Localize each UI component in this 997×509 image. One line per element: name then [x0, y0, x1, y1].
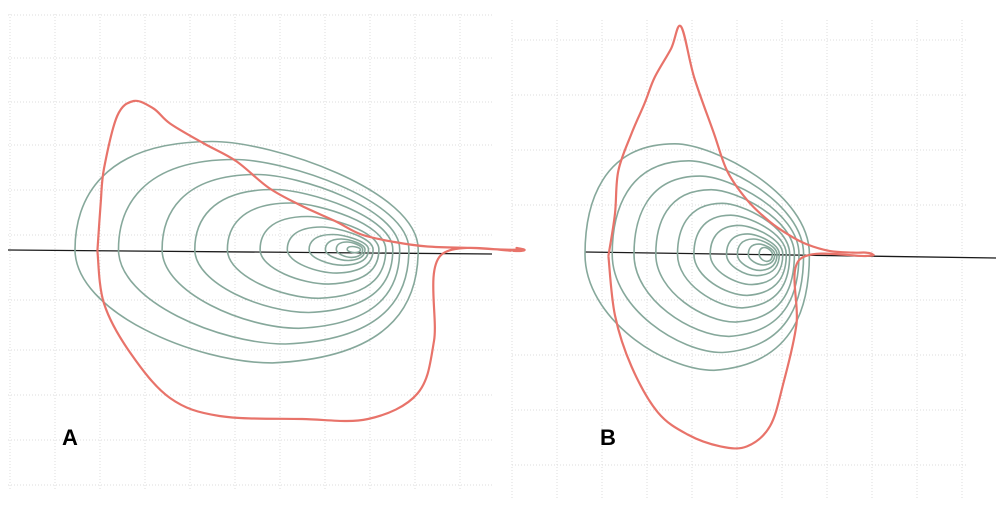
panel-b-loop: [725, 233, 781, 277]
panel-b-loop: [676, 202, 791, 309]
panel-b-loop: [747, 243, 776, 266]
panel-a-loop: [194, 188, 394, 314]
panel-a-loop: [308, 233, 370, 267]
panel-a-loop: [335, 241, 364, 259]
panel-a-loop: [286, 226, 374, 274]
panel-a-loop: [117, 158, 410, 345]
panel-b-loop: [611, 160, 805, 354]
panel-a-loop: [226, 202, 387, 300]
panel-a-envelope-curve: [96, 99, 526, 423]
panel-b-label: B: [600, 425, 616, 450]
panel-b-loop: [709, 224, 784, 286]
panel-a-loop: [346, 245, 362, 254]
panel-b-envelope-curve: [607, 24, 875, 450]
panel-b: B: [511, 20, 997, 500]
panel-b-loop: [584, 143, 811, 372]
panel-b-loop: [736, 238, 778, 272]
panel-a-loop: [74, 140, 419, 364]
panel-a-loop: [161, 173, 401, 330]
panel-b-loop: [693, 214, 788, 297]
panel-a-label: A: [62, 425, 78, 450]
panel-b-baseline: [584, 251, 997, 259]
panel-b-loop: [633, 175, 800, 338]
panel-a-loop: [324, 238, 366, 262]
panel-b-grid: [511, 20, 968, 500]
panel-b-flow-volume-loops: [584, 143, 811, 372]
panel-a-baseline: [7, 249, 493, 255]
panel-b-loop: [758, 246, 774, 263]
panel-b-loop: [655, 188, 796, 323]
panel-a: A: [7, 14, 526, 490]
